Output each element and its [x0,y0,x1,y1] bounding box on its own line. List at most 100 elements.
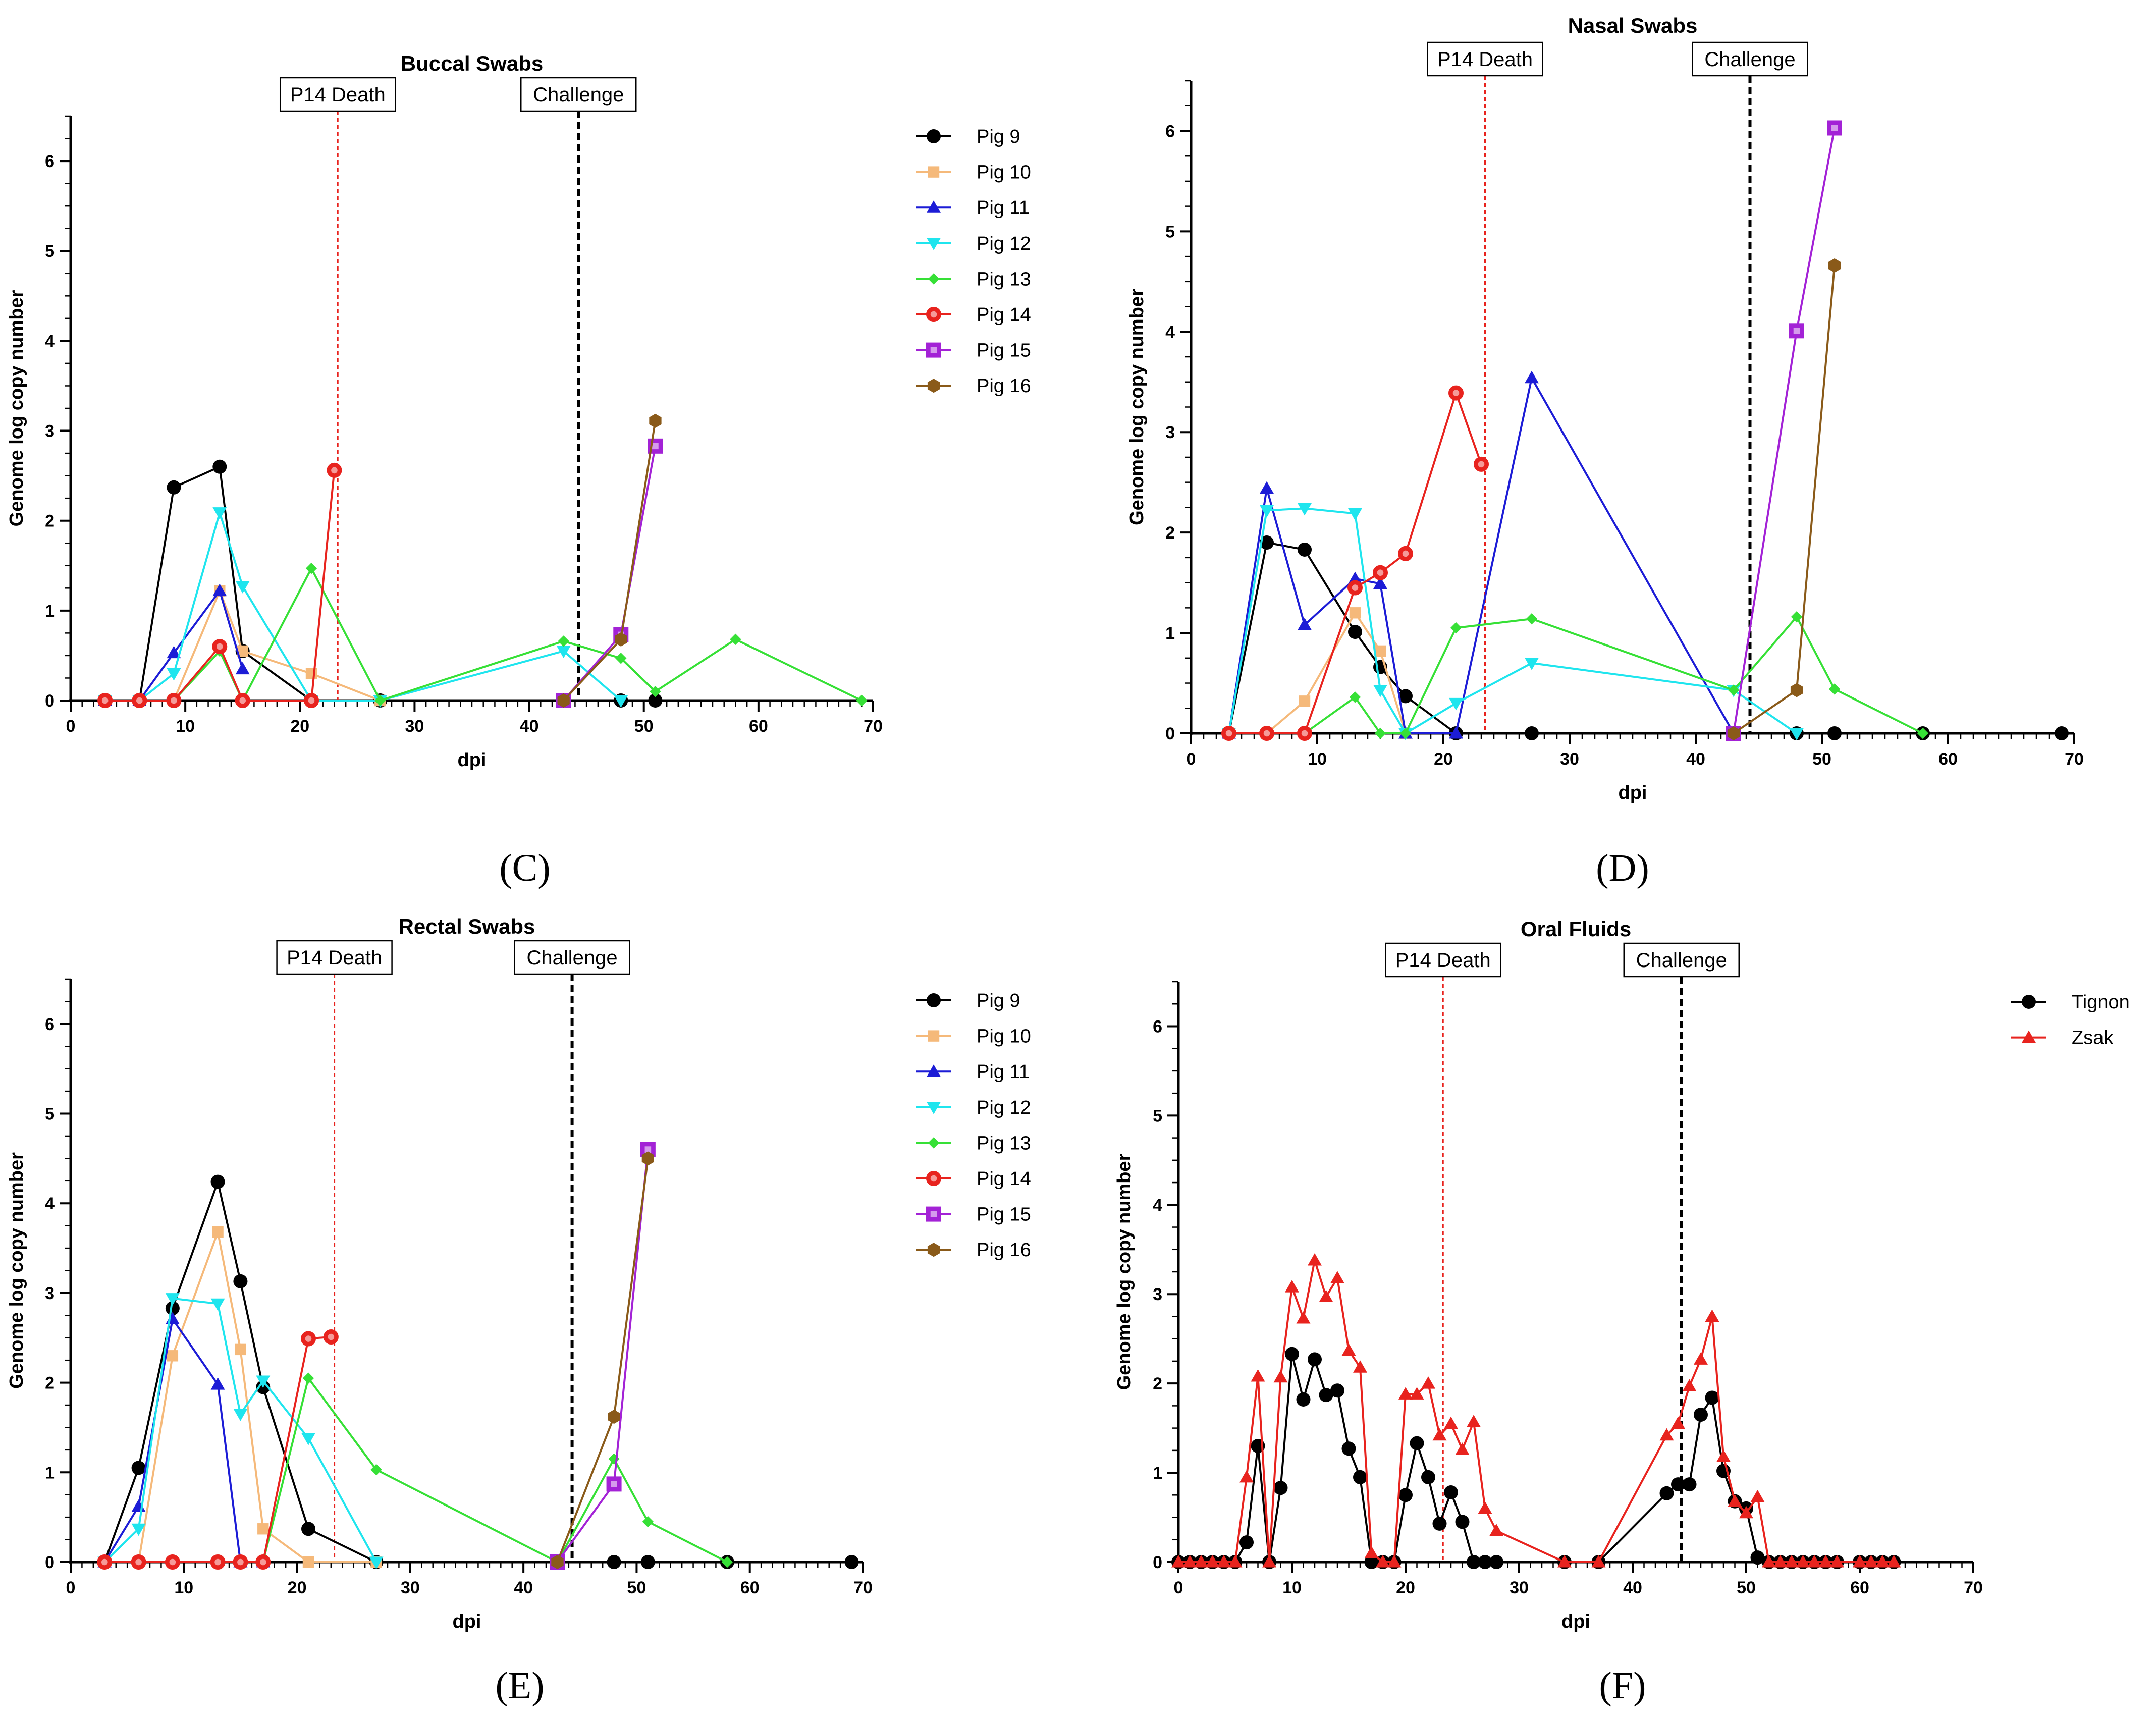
data-point [131,1523,146,1536]
x-tick-label: 30 [1510,1578,1529,1597]
data-point [1373,684,1387,697]
data-point [1298,503,1312,516]
data-point [1785,1555,1799,1568]
data-point [1796,1555,1810,1568]
data-point [844,1555,859,1569]
annotation-box [276,940,393,975]
annotation-box [514,940,630,975]
legend-marker [927,1064,941,1077]
data-point [1364,1555,1379,1569]
data-point [1827,726,1842,740]
annotation-label: P14 Death [1437,48,1533,71]
data-point [1489,1524,1503,1536]
data-point [1182,1555,1197,1568]
data-point [1285,1347,1299,1361]
legend-item: Pig 14 [977,1168,1031,1190]
legend-marker [927,993,941,1007]
data-point [1818,1555,1833,1568]
panel-letter: (F) [1599,1664,1646,1707]
data-point [1671,1477,1685,1492]
data-point-core [1301,730,1308,737]
data-point [167,646,181,659]
data-point [1298,618,1312,630]
data-point [557,693,570,708]
chart-title: Oral Fluids [1521,917,1631,941]
data-point [1273,1370,1288,1383]
x-tick-label: 20 [1396,1578,1415,1597]
data-point [1239,1535,1254,1550]
data-point [648,693,663,708]
y-tick-label: 6 [1165,122,1175,141]
data-point-core [171,697,177,704]
panel-letter: (C) [499,847,550,889]
data-point [165,1301,180,1316]
x-tick-label: 30 [405,717,424,736]
annotation-label: Challenge [527,947,618,969]
legend-marker [927,1102,941,1114]
y-tick-label: 3 [45,1284,55,1303]
legend-marker-core [930,1211,937,1217]
panel-letter: (E) [495,1664,544,1707]
data-point [301,1522,315,1536]
series-pig-14 [97,1329,339,1570]
legend-marker [927,1243,940,1257]
legend: Pig 9 Pig 10 Pig 11 Pig 12 Pig 13 Pig 14 Pig 1… [916,990,1031,1261]
data-point [1374,727,1386,739]
data-point [1682,1477,1697,1492]
data-point [1659,1486,1674,1500]
series-line [1228,507,1798,735]
x-tick-label: 0 [1187,749,1196,769]
annotation-label: Challenge [533,84,624,106]
chart-title: Buccal Swabs [401,51,543,75]
series-line [103,1316,263,1563]
data-point [257,1523,269,1535]
series-line [104,1376,728,1564]
legend: Pig 9 Pig 10 Pig 11 Pig 12 Pig 13 Pig 14 Pig 1… [916,126,1031,397]
data-point [615,632,627,647]
data-point [1444,1416,1458,1429]
data-point [210,1174,225,1189]
x-tick-label: 70 [2065,749,2084,769]
y-axis-label: Genome log copy number [6,1152,27,1389]
data-point [1348,571,1362,584]
annotation-label: P14 Death [1395,949,1491,972]
y-tick-label: 1 [45,1463,55,1482]
data-point [649,413,662,428]
data-point [1525,726,1539,740]
data-point [608,1453,620,1465]
data-point [1455,1442,1470,1455]
y-tick-label: 3 [1153,1285,1162,1304]
legend-marker [927,379,940,393]
data-point [1251,1369,1265,1382]
data-point [1260,505,1274,518]
data-point [167,480,181,495]
data-point [1739,1506,1753,1519]
data-point [1694,1408,1708,1422]
data-point [1399,727,1412,739]
data-point [1750,1489,1765,1502]
data-point [1716,1449,1731,1462]
data-point [1789,323,1804,339]
x-tick-label: 60 [1850,1578,1869,1597]
legend-marker [928,273,940,285]
data-point [131,1461,146,1475]
series-line [1229,390,1482,734]
data-point [1296,1392,1311,1407]
data-point [1557,1555,1572,1568]
y-tick-label: 2 [45,1374,55,1393]
data-point [1410,1387,1424,1400]
legend-marker [928,166,940,178]
legend-item: Pig 10 [977,1026,1031,1047]
data-point [1750,1550,1765,1565]
series-line [103,1178,852,1563]
data-point [1262,1555,1276,1568]
data-point [1398,689,1413,704]
data-point [167,1350,179,1362]
x-tick-label: 70 [853,1578,873,1597]
data-point-core [308,697,315,704]
data-point-core [101,697,109,704]
y-tick-label: 5 [45,1105,55,1124]
data-point [1671,1416,1685,1429]
data-point [1194,1555,1208,1568]
